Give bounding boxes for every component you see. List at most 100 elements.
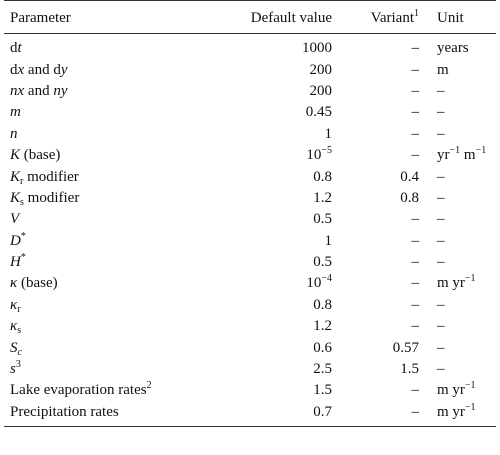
- cell-unit: –: [425, 295, 496, 316]
- param-text: and d: [24, 61, 61, 78]
- default-value-text: 1: [324, 232, 333, 249]
- table-row: dt 1000 – years: [4, 34, 496, 60]
- default-value-text: 0.6: [313, 339, 332, 356]
- param-subscript: s: [20, 196, 24, 208]
- unit-text: yr: [437, 147, 450, 164]
- cell-variant: –: [338, 102, 425, 123]
- cell-parameter: dx and dy: [4, 59, 216, 80]
- cell-variant: –: [338, 124, 425, 145]
- variant-text: –: [411, 61, 420, 78]
- header-variant-footnote: 1: [414, 8, 419, 19]
- param-symbol: S: [10, 339, 18, 356]
- param-symbol: t: [17, 40, 22, 57]
- table-row: Lake evaporation rates2 1.5 – m yr−1: [4, 380, 496, 401]
- cell-variant: 0.8: [338, 188, 425, 209]
- cell-variant: –: [338, 273, 425, 294]
- cell-variant: –: [338, 380, 425, 401]
- param-symbol: K: [10, 168, 21, 185]
- unit-exponent: −1: [464, 380, 476, 392]
- unit-text: –: [437, 232, 445, 249]
- variant-text: 0.8: [400, 189, 419, 206]
- cell-unit: –: [425, 102, 496, 123]
- cell-variant: –: [338, 81, 425, 102]
- param-symbol: κ: [10, 275, 18, 292]
- cell-parameter: Precipitation rates: [4, 401, 216, 428]
- param-symbol: s: [10, 361, 16, 378]
- cell-variant: –: [338, 209, 425, 230]
- cell-default-value: 0.5: [216, 209, 338, 230]
- unit-text: –: [437, 318, 445, 335]
- cell-unit: –: [425, 188, 496, 209]
- param-text: Lake evaporation rates: [10, 382, 147, 399]
- default-value-text: 0.5: [313, 211, 332, 228]
- variant-text: –: [411, 403, 420, 420]
- unit-text: –: [437, 254, 445, 271]
- default-value-text: 200: [309, 61, 333, 78]
- variant-text: –: [411, 296, 420, 313]
- cell-default-value: 10−5: [216, 145, 338, 166]
- param-text: Precipitation rates: [10, 403, 119, 420]
- cell-default-value: 0.5: [216, 252, 338, 273]
- param-symbol: V: [10, 211, 20, 228]
- cell-unit: –: [425, 166, 496, 187]
- default-value-text: 1: [324, 125, 333, 142]
- table-row: κr 0.8 – –: [4, 295, 496, 316]
- unit-text: –: [437, 211, 445, 228]
- param-symbol: y: [60, 61, 68, 78]
- default-value-exponent: −5: [321, 145, 332, 157]
- cell-default-value: 10−4: [216, 273, 338, 294]
- cell-parameter: s3: [4, 359, 216, 380]
- param-text: (base): [17, 275, 58, 292]
- cell-unit: –: [425, 81, 496, 102]
- cell-unit: years: [425, 34, 496, 60]
- param-symbol: κ: [10, 296, 18, 313]
- table-row: κs 1.2 – –: [4, 316, 496, 337]
- cell-default-value: 1.2: [216, 316, 338, 337]
- unit-text: –: [437, 82, 445, 99]
- table-row: n 1 – –: [4, 124, 496, 145]
- cell-default-value: 200: [216, 59, 338, 80]
- cell-unit: –: [425, 252, 496, 273]
- table-header: Parameter Default value Variant1 Unit: [4, 0, 496, 34]
- cell-default-value: 200: [216, 81, 338, 102]
- header-variant-label: Variant: [370, 10, 414, 26]
- default-value-text: 0.45: [305, 104, 332, 121]
- default-value-exponent: −4: [321, 273, 332, 285]
- default-value-text: 1.2: [313, 189, 332, 206]
- cell-variant: –: [338, 231, 425, 252]
- default-value-text: 1000: [302, 40, 332, 57]
- unit-text: –: [437, 296, 445, 313]
- default-value-text: 1.5: [313, 382, 332, 399]
- param-symbol: K: [10, 147, 21, 164]
- default-value-text: 1.2: [313, 318, 332, 335]
- unit-exponent: −1: [464, 273, 476, 285]
- cell-unit: –: [425, 337, 496, 358]
- table-row: D* 1 – –: [4, 231, 496, 252]
- cell-variant: 1.5: [338, 359, 425, 380]
- default-value-text: 200: [309, 82, 333, 99]
- table-row: K (base) 10−5– yr−1 m−1: [4, 145, 496, 166]
- cell-unit: m yr−1: [425, 401, 496, 428]
- param-text: (base): [20, 147, 61, 164]
- unit-exponent: −1: [475, 145, 487, 157]
- default-value-text: 0.7: [313, 403, 332, 420]
- unit-text: m: [437, 61, 449, 78]
- default-value-text: 0.8: [313, 296, 332, 313]
- param-symbol: n: [10, 125, 18, 142]
- variant-text: –: [411, 275, 420, 292]
- header-row: Parameter Default value Variant1 Unit: [4, 1, 496, 34]
- unit-text: m: [460, 147, 476, 164]
- table-row: κ (base) 10−4– m yr−1: [4, 273, 496, 294]
- param-text: d: [10, 40, 18, 57]
- cell-unit: –: [425, 209, 496, 230]
- variant-text: –: [411, 254, 420, 271]
- cell-default-value: 1: [216, 124, 338, 145]
- cell-unit: m yr−1: [425, 380, 496, 401]
- cell-default-value: 0.45: [216, 102, 338, 123]
- cell-variant: –: [338, 59, 425, 80]
- header-default-value: Default value: [216, 1, 338, 34]
- variant-text: 1.5: [400, 361, 419, 378]
- cell-parameter: Ks modifier: [4, 188, 216, 209]
- parameter-table: Parameter Default value Variant1 Unit dt…: [4, 0, 496, 428]
- cell-variant: –: [338, 401, 425, 428]
